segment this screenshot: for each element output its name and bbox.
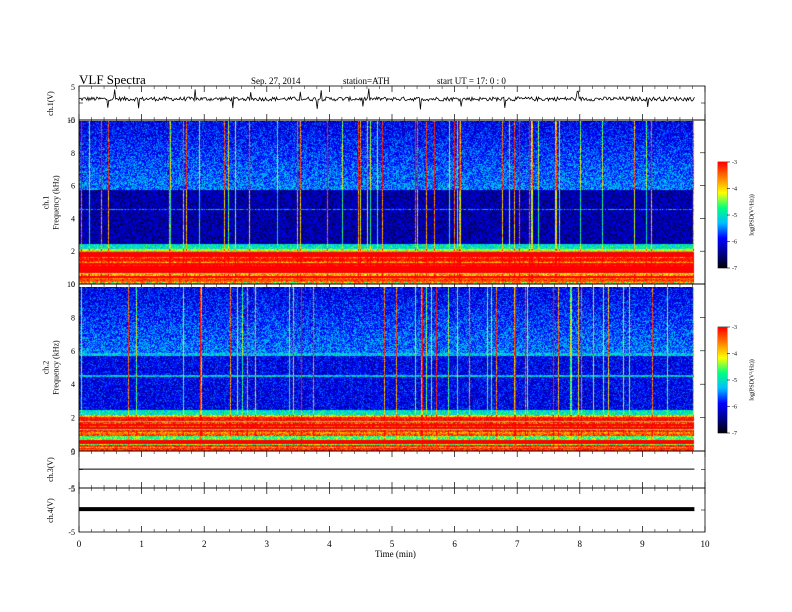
colorbar-tick-label: -5 <box>732 213 737 219</box>
x-tick-label: 3 <box>265 539 270 549</box>
y-tick-label: 5 <box>71 485 75 494</box>
x-tick-label: 9 <box>640 539 645 549</box>
x-tick-label: 0 <box>77 539 82 549</box>
x-tick-label: 6 <box>452 539 457 549</box>
y-tick-label: 5 <box>71 448 75 457</box>
x-tick-label: 10 <box>701 539 711 549</box>
y-tick-label: 5 <box>71 83 75 92</box>
x-tick-label: 2 <box>202 539 207 549</box>
y-tick-label: 0 <box>71 280 75 289</box>
y-tick-label: 2 <box>71 247 75 256</box>
x-axis-label: Time (min) <box>375 549 416 559</box>
y-tick-label: 8 <box>71 149 75 158</box>
panel-frame <box>78 283 706 452</box>
colorbar-ch1 <box>718 162 727 268</box>
x-tick-label: 8 <box>578 539 583 549</box>
y-tick-label: -5 <box>68 484 75 493</box>
colorbar-tick-label: -3 <box>732 325 737 331</box>
y-tick-label: 4 <box>71 214 75 223</box>
x-tick-label: 1 <box>139 539 144 549</box>
colorbar-tick-label: -5 <box>732 378 737 384</box>
station-label: station=ATH <box>343 76 390 86</box>
y-tick-label: 6 <box>71 347 75 356</box>
y-tick-label: 6 <box>71 182 75 191</box>
y-tick-label: 4 <box>71 380 75 389</box>
x-tick-label: 5 <box>390 539 395 549</box>
y-tick-label: -5 <box>68 116 75 125</box>
colorbar-ch2 <box>718 327 727 433</box>
signal-trace-ch.1(V) <box>78 88 695 110</box>
colorbar-tick-label: -6 <box>732 405 737 411</box>
spectrogram-ch1 <box>79 121 695 284</box>
colorbar-tick-label: -7 <box>732 266 737 272</box>
y-tick-label: 2 <box>71 414 75 423</box>
date-label: Sep. 27, 2014 <box>251 76 301 86</box>
colorbar-tick-label: -3 <box>732 160 737 166</box>
colorbar-tick-label: -7 <box>732 431 737 437</box>
x-tick-label: 4 <box>327 539 332 549</box>
colorbar-tick-label: -4 <box>732 187 737 193</box>
chart-title: VLF Spectra <box>79 72 146 87</box>
y-tick-label: 10 <box>67 280 75 289</box>
spectrogram-ch2 <box>79 287 695 451</box>
y-tick-label: -5 <box>68 528 75 537</box>
colorbar-tick-label: -4 <box>732 352 737 358</box>
x-tick-label: 7 <box>515 539 520 549</box>
y-tick-label: 8 <box>71 313 75 322</box>
y-tick-label: 10 <box>67 116 75 125</box>
colorbar-tick-label: -6 <box>732 240 737 246</box>
start-time-label: start UT = 17: 0 : 0 <box>437 76 506 86</box>
y-tick-label: 0 <box>71 447 75 456</box>
